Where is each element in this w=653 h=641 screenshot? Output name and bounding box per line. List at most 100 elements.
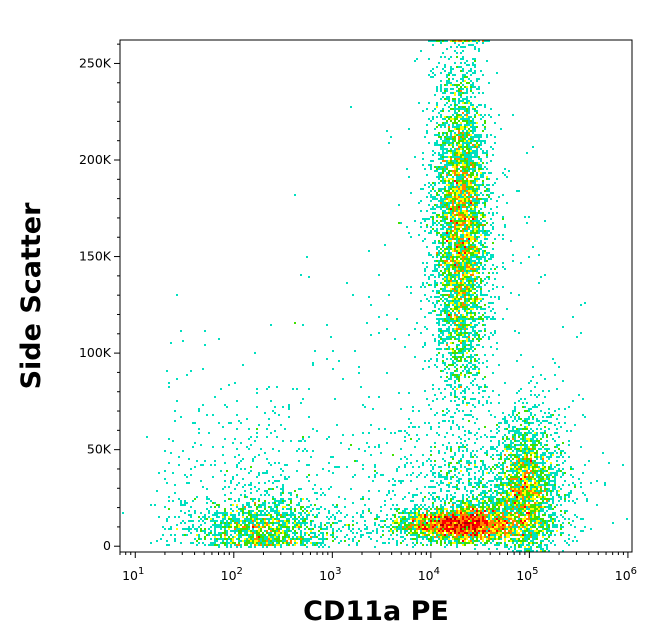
- data-point: [432, 522, 434, 524]
- data-point: [456, 164, 458, 166]
- data-point: [454, 336, 456, 338]
- data-point: [272, 536, 274, 538]
- data-point: [452, 290, 454, 292]
- data-point: [482, 294, 484, 296]
- data-point: [462, 138, 464, 140]
- data-point: [172, 472, 174, 474]
- data-point: [450, 312, 452, 314]
- data-point: [436, 398, 438, 400]
- data-point: [452, 74, 454, 76]
- data-point: [278, 534, 280, 536]
- data-point: [448, 296, 450, 298]
- data-point: [464, 348, 466, 350]
- data-point: [310, 522, 312, 524]
- data-point: [258, 524, 260, 526]
- data-point: [486, 538, 488, 540]
- data-point: [426, 328, 428, 330]
- data-point: [304, 508, 306, 510]
- data-point: [314, 532, 316, 534]
- data-point: [484, 216, 486, 218]
- data-point: [458, 248, 460, 250]
- data-point: [498, 114, 500, 116]
- data-point: [430, 530, 432, 532]
- data-point: [470, 324, 472, 326]
- data-point: [478, 256, 480, 258]
- data-point: [468, 334, 470, 336]
- data-point: [304, 520, 306, 522]
- data-point: [460, 516, 462, 518]
- data-point: [470, 154, 472, 156]
- data-point: [508, 528, 510, 530]
- data-point: [332, 536, 334, 538]
- data-point: [458, 338, 460, 340]
- data-point: [266, 514, 268, 516]
- data-point: [240, 442, 242, 444]
- data-point: [472, 162, 474, 164]
- data-point: [432, 302, 434, 304]
- data-point: [464, 40, 466, 42]
- data-point: [196, 544, 198, 546]
- data-point: [446, 304, 448, 306]
- data-point: [448, 130, 450, 132]
- data-point: [450, 528, 452, 530]
- data-point: [424, 476, 426, 478]
- data-point: [444, 308, 446, 310]
- data-point: [440, 110, 442, 112]
- data-point: [486, 366, 488, 368]
- data-point: [454, 518, 456, 520]
- data-point: [458, 138, 460, 140]
- data-point: [442, 214, 444, 216]
- data-point: [448, 364, 450, 366]
- data-point: [430, 520, 432, 522]
- data-point: [482, 220, 484, 222]
- data-point: [230, 512, 232, 514]
- data-point: [446, 172, 448, 174]
- data-point: [462, 220, 464, 222]
- data-point: [282, 526, 284, 528]
- data-point: [460, 302, 462, 304]
- data-point: [458, 214, 460, 216]
- data-point: [490, 218, 492, 220]
- data-point: [208, 516, 210, 518]
- data-point: [460, 148, 462, 150]
- data-point: [204, 536, 206, 538]
- data-point: [444, 222, 446, 224]
- data-point: [266, 542, 268, 544]
- data-point: [464, 304, 466, 306]
- data-point: [460, 510, 462, 512]
- data-point: [476, 384, 478, 386]
- data-point: [450, 532, 452, 534]
- data-point: [442, 354, 444, 356]
- data-point: [258, 542, 260, 544]
- data-point: [454, 236, 456, 238]
- data-point: [466, 268, 468, 270]
- data-point: [460, 66, 462, 68]
- data-point: [470, 216, 472, 218]
- data-point: [434, 338, 436, 340]
- data-point: [464, 46, 466, 48]
- data-point: [474, 212, 476, 214]
- data-point: [474, 314, 476, 316]
- data-point: [478, 210, 480, 212]
- data-point: [454, 152, 456, 154]
- data-point: [466, 192, 468, 194]
- data-point: [458, 380, 460, 382]
- data-point: [458, 302, 460, 304]
- data-point: [492, 538, 494, 540]
- data-point: [442, 132, 444, 134]
- data-point: [476, 88, 478, 90]
- data-point: [488, 290, 490, 292]
- data-point: [428, 118, 430, 120]
- data-point: [458, 352, 460, 354]
- data-point: [452, 204, 454, 206]
- data-point: [238, 508, 240, 510]
- data-point: [438, 328, 440, 330]
- data-point: [258, 506, 260, 508]
- data-point: [242, 520, 244, 522]
- data-point: [462, 356, 464, 358]
- data-point: [476, 510, 478, 512]
- data-point: [530, 498, 532, 500]
- data-point: [466, 114, 468, 116]
- data-point: [518, 528, 520, 530]
- data-point: [452, 302, 454, 304]
